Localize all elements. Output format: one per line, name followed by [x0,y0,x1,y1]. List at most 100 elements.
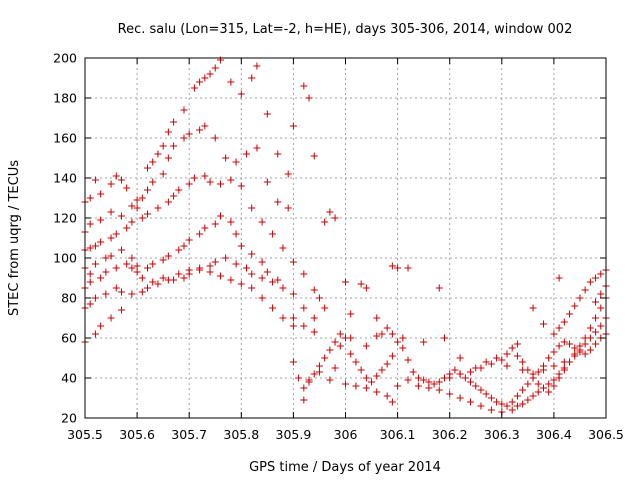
data-point [310,286,318,294]
data-point [477,386,485,394]
data-point [560,338,568,346]
data-point [102,268,110,276]
data-point [435,284,443,292]
data-point [550,362,558,370]
x-tick-label: 305.9 [276,427,312,442]
data-point [305,94,313,102]
data-point [258,218,266,226]
data-point [513,340,521,348]
data-point [326,376,334,384]
data-point [524,396,532,404]
data-point [435,378,443,386]
data-point [206,70,214,78]
data-point [232,230,240,238]
data-point [258,274,266,282]
data-point [482,358,490,366]
y-tick-label: 100 [53,251,77,266]
data-point [425,384,433,392]
data-point [258,294,266,302]
data-point [86,244,94,252]
data-points [81,56,610,416]
data-point [138,194,146,202]
data-point [388,330,396,338]
y-tick-label: 180 [53,91,77,106]
data-point [550,348,558,356]
data-point [342,278,349,286]
data-point [597,304,605,312]
data-point [284,170,292,178]
data-point [164,128,172,136]
data-point [289,322,297,330]
data-point [289,290,297,298]
data-point [97,322,105,330]
data-point [86,300,94,308]
data-point [164,154,172,162]
data-point [97,216,105,224]
data-point [362,384,370,392]
x-tick-label: 306.3 [484,427,520,442]
data-point [180,274,188,282]
data-point [196,78,204,86]
data-point [170,142,178,150]
data-point [263,268,271,276]
data-point [289,122,297,130]
data-point [227,276,235,284]
data-point [248,250,256,258]
data-point [388,352,396,360]
data-point [430,380,438,388]
x-tick-label: 305.8 [223,427,259,442]
data-point [144,164,152,172]
data-point [503,362,511,370]
data-point [211,258,219,266]
data-point [519,386,527,394]
data-point [498,400,506,408]
data-point [196,264,204,272]
data-point [456,354,464,362]
data-point [112,230,120,238]
y-tick-label: 160 [53,131,77,146]
data-point [216,272,224,280]
chart-title: Rec. salu (Lon=315, Lat=-2, h=HE), days … [118,22,573,37]
data-point [263,178,271,186]
x-tick-label: 306.2 [432,427,468,442]
data-point [545,380,553,388]
data-point [571,350,579,358]
data-point [508,398,516,406]
data-point [128,218,136,226]
data-point [133,204,141,212]
data-point [243,264,251,272]
data-point [534,388,542,396]
data-point [467,378,475,386]
data-point [519,400,527,408]
data-point [373,372,381,380]
data-point [446,374,454,382]
data-point [300,82,308,90]
data-point [284,204,292,212]
data-point [128,254,136,262]
data-point [566,340,574,348]
data-point [456,394,464,402]
data-point [154,150,162,158]
data-point [107,252,115,260]
data-point [133,262,141,270]
data-point [368,378,376,386]
data-point [112,284,120,292]
data-point [274,150,282,158]
data-point [123,224,131,232]
data-point [362,342,370,350]
data-point [102,290,110,298]
data-point [373,388,381,396]
data-point [539,320,547,328]
data-point [300,304,308,312]
data-point [545,388,553,396]
data-point [117,212,125,220]
data-point [524,380,532,388]
x-tick-label: 306.4 [536,427,572,442]
data-point [581,350,589,358]
data-point [144,264,152,272]
data-point [592,340,600,348]
data-point [378,366,386,374]
data-point [592,328,600,336]
data-point [149,260,157,268]
data-point [592,314,600,322]
